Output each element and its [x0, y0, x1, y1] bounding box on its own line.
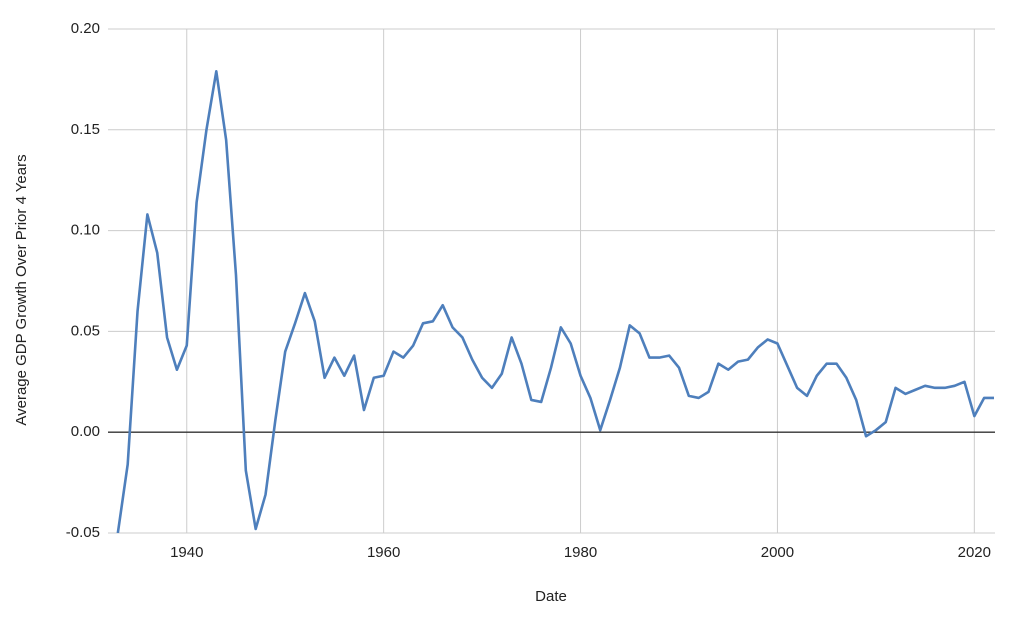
y-tick-label: 0.15	[71, 121, 100, 138]
x-tick-label: 1940	[170, 544, 203, 561]
y-axis-label: Average GDP Growth Over Prior 4 Years	[13, 154, 30, 425]
y-tick-label: 0.10	[71, 222, 100, 239]
x-tick-label: 1960	[367, 544, 400, 561]
x-axis-label: Date	[535, 588, 567, 605]
y-tick-label: 0.00	[71, 423, 100, 440]
x-tick-label: 1980	[564, 544, 597, 561]
x-tick-label: 2020	[958, 544, 991, 561]
y-tick-label: 0.05	[71, 322, 100, 339]
data-line	[116, 70, 995, 533]
y-tick-label: -0.05	[66, 524, 100, 541]
y-tick-label: 0.20	[71, 20, 100, 37]
x-tick-label: 2000	[761, 544, 794, 561]
